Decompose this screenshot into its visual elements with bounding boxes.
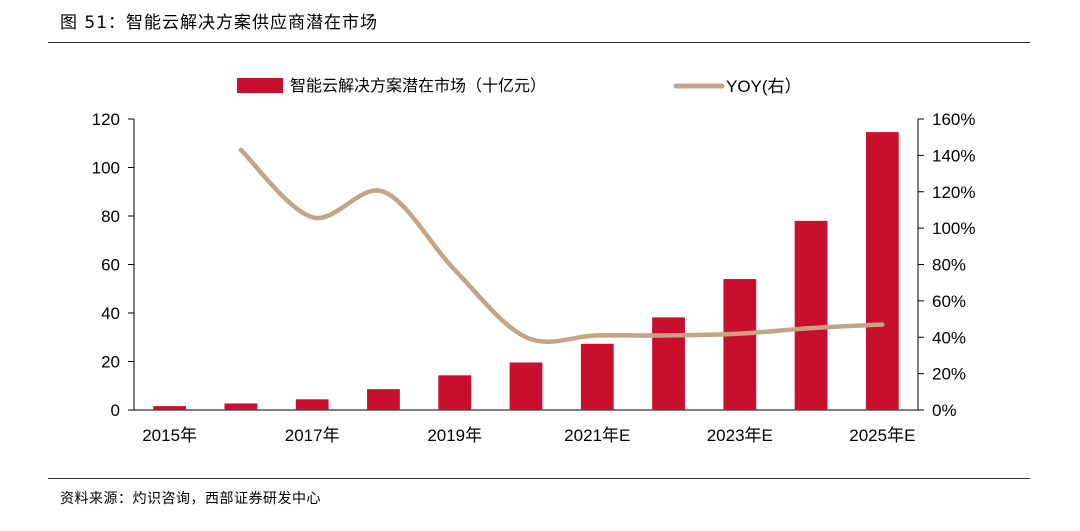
x-tick-label: 2021年E <box>564 426 630 445</box>
left-y-tick-label: 0 <box>111 401 120 420</box>
x-tick-label: 2025年E <box>849 426 915 445</box>
legend-bar-label: 智能云解决方案潜在市场（十亿元） <box>290 77 546 95</box>
x-tick-label: 2017年 <box>285 426 340 445</box>
bar <box>723 279 757 410</box>
right-y-tick-label: 60% <box>932 292 966 311</box>
figure-title: 图 51：智能云解决方案供应商潜在市场 <box>60 13 379 33</box>
source-note: 资料来源：灼识咨询，西部证券研发中心 <box>60 491 321 507</box>
bar <box>224 403 258 410</box>
x-tick-label: 2023年E <box>707 426 773 445</box>
bottom-rule <box>48 478 1030 479</box>
bar <box>652 317 685 410</box>
bar <box>438 375 472 410</box>
left-y-tick-label: 120 <box>92 110 120 129</box>
right-y-tick-label: 100% <box>932 219 975 238</box>
right-y-tick-label: 20% <box>932 365 966 384</box>
legend-line-label: YOY(右） <box>726 77 802 96</box>
x-axis-ticks: 2015年 2017年 2019年 2021年E 2023年E 2025年E <box>142 426 915 445</box>
legend: 智能云解决方案潜在市场（十亿元） YOY(右） <box>237 77 802 96</box>
right-y-ticks: 0% 20% 40% 60% 80% 100% 120% 140% 160% <box>918 110 975 420</box>
right-y-tick-label: 140% <box>932 146 975 165</box>
left-y-tick-label: 40 <box>101 304 120 323</box>
left-y-tick-label: 100 <box>92 159 120 178</box>
right-y-tick-label: 0% <box>932 401 957 420</box>
top-rule <box>48 42 1030 43</box>
bar <box>794 220 828 410</box>
legend-bar-swatch <box>237 78 283 93</box>
yoy-series <box>238 147 885 344</box>
bar <box>865 132 899 410</box>
bar-series <box>153 132 899 410</box>
x-tick-label: 2015年 <box>142 426 197 445</box>
right-y-tick-label: 40% <box>932 328 966 347</box>
left-y-tick-label: 20 <box>101 353 120 372</box>
x-tick-label: 2019年 <box>427 426 482 445</box>
bar <box>580 343 614 410</box>
right-y-tick-label: 160% <box>932 110 975 129</box>
left-y-tick-label: 80 <box>101 207 120 226</box>
left-y-tick-label: 60 <box>101 256 120 275</box>
yoy-line <box>238 147 885 344</box>
left-y-ticks: 0 20 40 60 80 100 120 <box>92 110 134 420</box>
bar <box>367 389 400 410</box>
right-y-tick-label: 120% <box>932 183 975 202</box>
bar <box>153 406 187 410</box>
bar <box>295 399 329 410</box>
bar <box>509 362 543 410</box>
right-y-tick-label: 80% <box>932 256 966 275</box>
